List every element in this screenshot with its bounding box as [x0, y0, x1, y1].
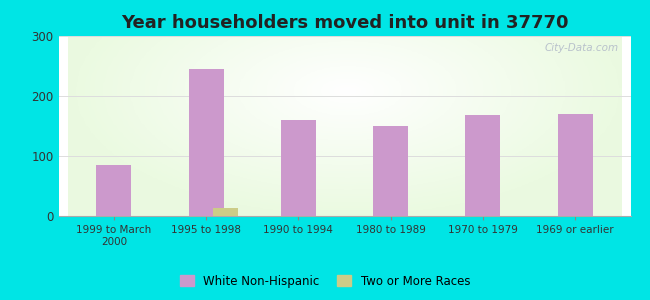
Bar	[465, 115, 500, 216]
Bar	[558, 114, 593, 216]
Title: Year householders moved into unit in 37770: Year householders moved into unit in 377…	[121, 14, 568, 32]
Bar	[373, 126, 408, 216]
Text: City-Data.com: City-Data.com	[545, 43, 619, 53]
Bar	[281, 120, 316, 216]
Bar	[96, 165, 131, 216]
Legend: White Non-Hispanic, Two or More Races: White Non-Hispanic, Two or More Races	[176, 271, 474, 291]
Bar	[213, 208, 238, 216]
Bar	[188, 69, 224, 216]
